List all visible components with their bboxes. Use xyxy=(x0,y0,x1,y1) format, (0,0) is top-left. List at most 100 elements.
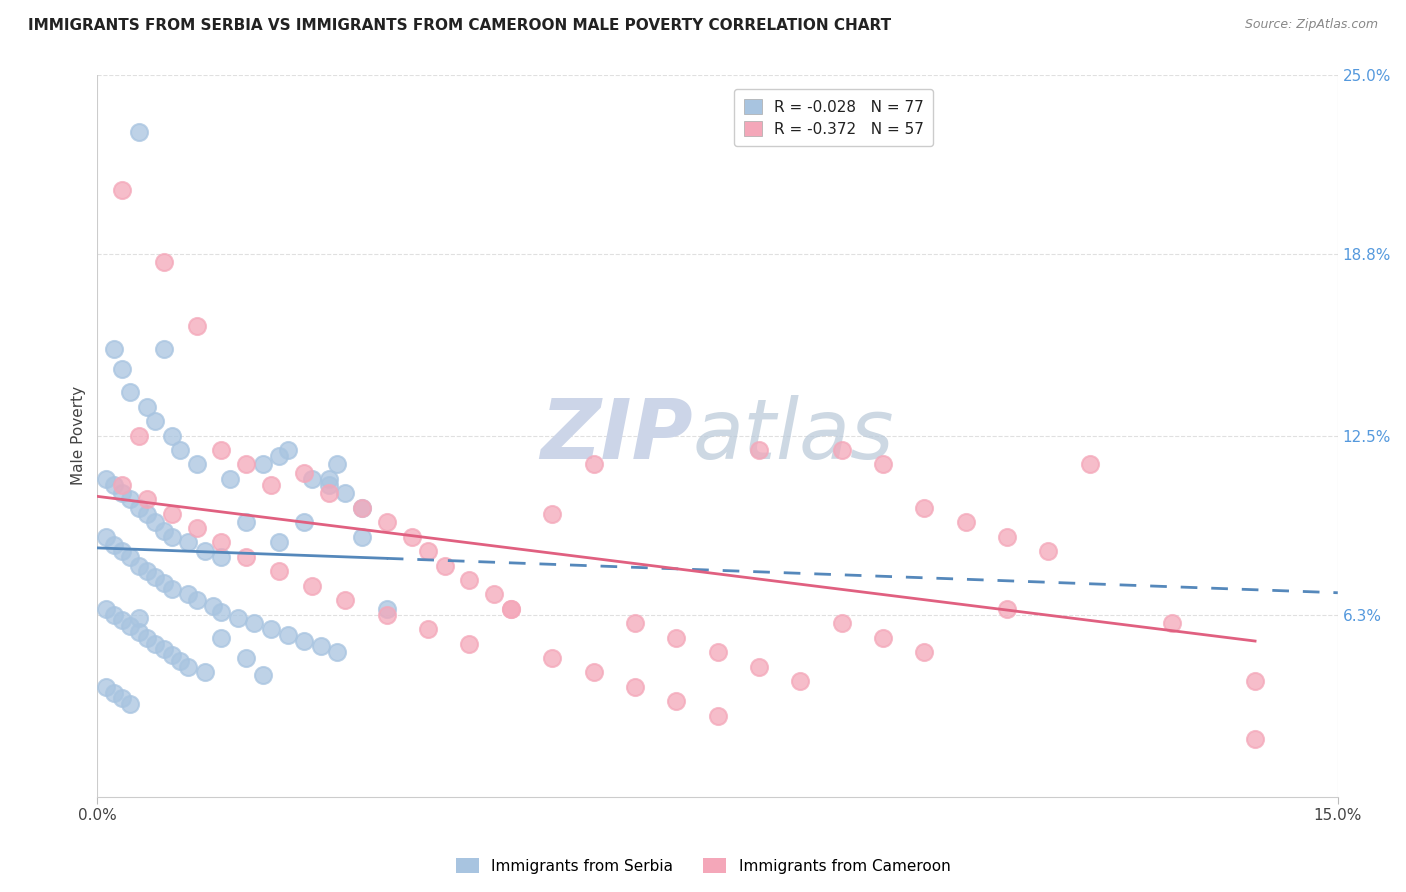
Point xyxy=(624,616,647,631)
Point xyxy=(375,515,398,529)
Point xyxy=(318,477,340,491)
Point xyxy=(318,486,340,500)
Point xyxy=(160,530,183,544)
Point xyxy=(186,318,208,333)
Point xyxy=(111,486,134,500)
Point xyxy=(160,428,183,442)
Point xyxy=(152,255,174,269)
Point xyxy=(269,535,291,549)
Point xyxy=(624,680,647,694)
Point xyxy=(186,521,208,535)
Point xyxy=(120,619,142,633)
Point xyxy=(665,631,688,645)
Point xyxy=(120,549,142,564)
Point xyxy=(326,458,349,472)
Point xyxy=(111,691,134,706)
Point xyxy=(375,602,398,616)
Point xyxy=(152,342,174,356)
Point xyxy=(665,694,688,708)
Point xyxy=(499,602,522,616)
Point xyxy=(160,648,183,662)
Point xyxy=(350,530,373,544)
Point xyxy=(235,651,257,665)
Legend: R = -0.028   N = 77, R = -0.372   N = 57: R = -0.028 N = 77, R = -0.372 N = 57 xyxy=(734,89,934,145)
Point xyxy=(94,530,117,544)
Point xyxy=(194,665,217,680)
Point xyxy=(1244,674,1267,689)
Point xyxy=(111,183,134,197)
Point xyxy=(143,414,166,428)
Point xyxy=(335,593,357,607)
Point xyxy=(128,125,150,139)
Point xyxy=(111,477,134,491)
Point xyxy=(209,535,232,549)
Point xyxy=(912,500,935,515)
Point xyxy=(136,565,159,579)
Legend: Immigrants from Serbia, Immigrants from Cameroon: Immigrants from Serbia, Immigrants from … xyxy=(450,852,956,880)
Point xyxy=(541,651,564,665)
Point xyxy=(143,636,166,650)
Point xyxy=(375,607,398,622)
Point xyxy=(955,515,977,529)
Point xyxy=(152,524,174,538)
Point xyxy=(301,472,323,486)
Point xyxy=(260,477,283,491)
Text: IMMIGRANTS FROM SERBIA VS IMMIGRANTS FROM CAMEROON MALE POVERTY CORRELATION CHAR: IMMIGRANTS FROM SERBIA VS IMMIGRANTS FRO… xyxy=(28,18,891,33)
Point xyxy=(350,500,373,515)
Point xyxy=(177,659,200,673)
Point xyxy=(136,507,159,521)
Point xyxy=(103,538,125,552)
Point xyxy=(128,500,150,515)
Point xyxy=(269,449,291,463)
Point xyxy=(1161,616,1184,631)
Point xyxy=(226,610,249,624)
Point xyxy=(912,645,935,659)
Point xyxy=(499,602,522,616)
Point xyxy=(350,500,373,515)
Point xyxy=(1244,731,1267,746)
Point xyxy=(152,575,174,590)
Point xyxy=(177,535,200,549)
Point xyxy=(128,558,150,573)
Point xyxy=(789,674,811,689)
Point xyxy=(458,636,481,650)
Point xyxy=(326,645,349,659)
Y-axis label: Male Poverty: Male Poverty xyxy=(72,386,86,485)
Point xyxy=(458,573,481,587)
Point xyxy=(831,616,853,631)
Point xyxy=(120,492,142,507)
Point xyxy=(143,570,166,584)
Point xyxy=(1078,458,1101,472)
Point xyxy=(94,602,117,616)
Point xyxy=(120,698,142,712)
Text: Source: ZipAtlas.com: Source: ZipAtlas.com xyxy=(1244,18,1378,31)
Point xyxy=(120,385,142,400)
Point xyxy=(209,631,232,645)
Point xyxy=(292,633,315,648)
Point xyxy=(706,645,728,659)
Point xyxy=(235,515,257,529)
Point xyxy=(128,428,150,442)
Point xyxy=(209,443,232,458)
Point xyxy=(252,458,274,472)
Point xyxy=(103,607,125,622)
Point xyxy=(160,507,183,521)
Point xyxy=(418,622,440,636)
Point xyxy=(260,622,283,636)
Point xyxy=(143,515,166,529)
Point xyxy=(335,486,357,500)
Point xyxy=(277,628,299,642)
Point xyxy=(318,472,340,486)
Point xyxy=(269,565,291,579)
Point xyxy=(169,654,191,668)
Point xyxy=(277,443,299,458)
Point xyxy=(748,659,770,673)
Point xyxy=(706,708,728,723)
Point xyxy=(872,458,894,472)
Text: ZIP: ZIP xyxy=(540,395,693,476)
Point xyxy=(94,472,117,486)
Point xyxy=(748,443,770,458)
Point xyxy=(136,400,159,414)
Point xyxy=(292,515,315,529)
Point xyxy=(103,477,125,491)
